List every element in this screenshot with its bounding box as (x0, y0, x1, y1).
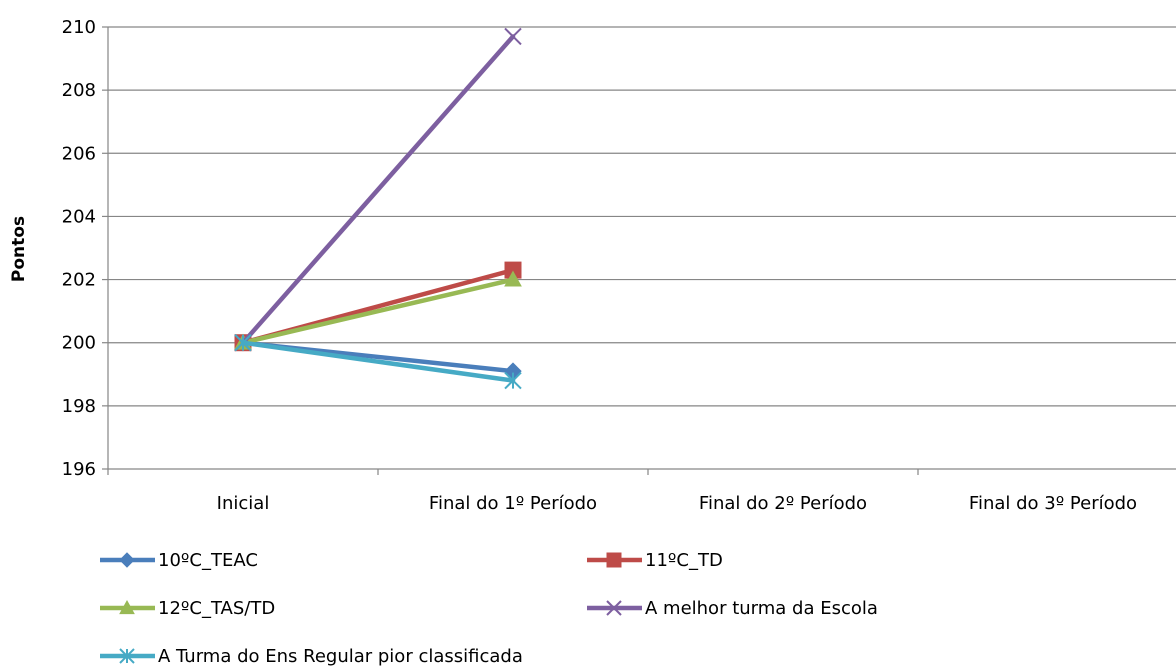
y-tick-label: 196 (62, 459, 96, 480)
marker-x (505, 28, 521, 44)
legend-label: A Turma do Ens Regular pior classificada (158, 646, 523, 667)
marker-diamond (120, 553, 134, 567)
y-tick-label: 208 (62, 80, 96, 101)
series-2 (235, 272, 521, 350)
y-tick-label: 204 (62, 206, 96, 227)
legend-item: 10ºC_TEAC (100, 550, 258, 571)
legend-item: A melhor turma da Escola (587, 598, 878, 619)
y-tick-label: 206 (62, 143, 96, 164)
y-tick-label: 202 (62, 270, 96, 291)
series-lines (235, 28, 521, 388)
legend-item: A Turma do Ens Regular pior classificada (100, 646, 523, 667)
series-3 (235, 28, 521, 350)
series-line (243, 36, 513, 342)
y-tick-labels: 196 198 200 202 204 206 208 210 (62, 17, 96, 480)
marker-square (607, 553, 621, 567)
legend-item: 12ºC_TAS/TD (100, 598, 275, 619)
x-tick-label: Inicial (217, 493, 270, 514)
legend-item: 11ºC_TD (587, 550, 723, 571)
legend-label: 12ºC_TAS/TD (158, 598, 275, 619)
x-tick-label: Final do 1º Período (429, 493, 597, 514)
x-tick-label: Final do 2º Período (699, 493, 867, 514)
y-tick-label: 210 (62, 17, 96, 38)
x-tick-label: Final do 3º Período (969, 493, 1137, 514)
series-line (243, 343, 513, 381)
y-axis-label: Pontos (9, 216, 29, 282)
series-line (243, 280, 513, 343)
grid-lines (108, 27, 1176, 406)
legend-label: 11ºC_TD (645, 550, 723, 571)
legend-label: A melhor turma da Escola (645, 598, 878, 619)
x-tick-labels: Inicial Final do 1º Período Final do 2º Pe… (217, 493, 1137, 514)
axes (102, 27, 1176, 475)
y-tick-label: 200 (62, 333, 96, 354)
series-0 (235, 335, 521, 379)
legend-label: 10ºC_TEAC (158, 550, 258, 571)
y-tick-label: 198 (62, 396, 96, 417)
legend: 10ºC_TEAC 11ºC_TD 12ºC_TAS/TD A melhor turm… (100, 550, 878, 667)
